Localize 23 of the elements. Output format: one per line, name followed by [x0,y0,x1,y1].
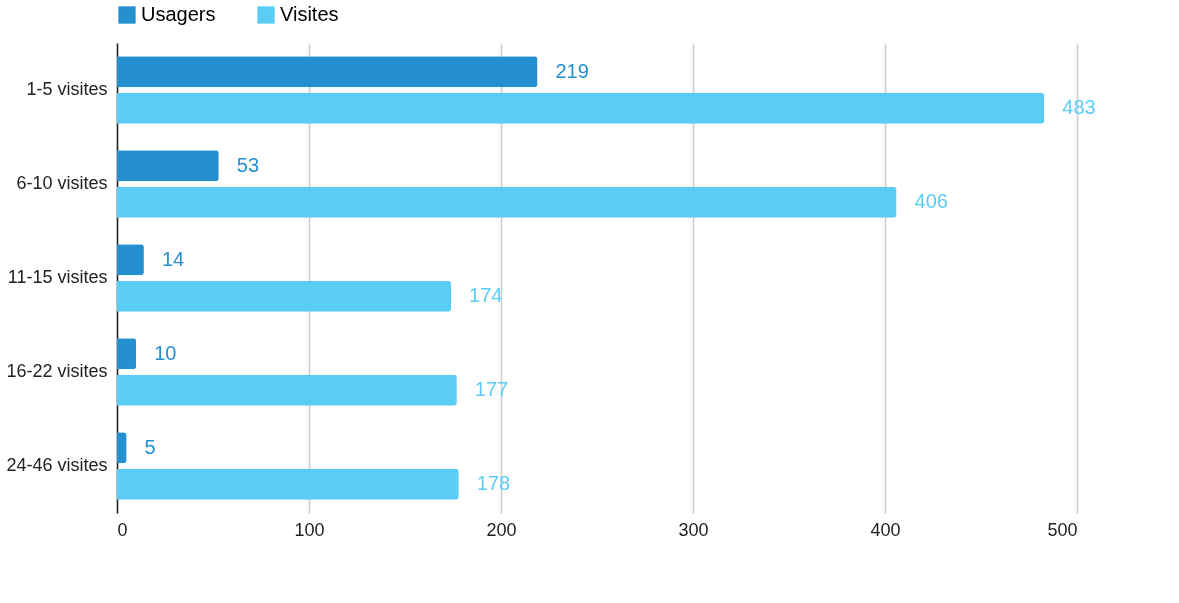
x-tick-label: 300 [678,519,709,540]
data-label: 53 [236,153,260,176]
x-tick-label: 100 [294,519,325,540]
legend-label: Usagers [141,3,216,25]
data-label: 178 [476,472,511,495]
y-tick-label: 16-22 visites [6,361,108,381]
data-label: 406 [914,190,948,213]
x-tick-label: 500 [1047,519,1078,540]
data-label: 174 [469,284,503,307]
x-tick-label: 400 [870,519,901,540]
legend-label: Visites [280,3,339,25]
y-tick-label: 6-10 visites [16,173,108,193]
y-tick-label: 24-46 visites [6,455,108,475]
x-tick-label: 0 [117,519,128,540]
data-label: 10 [154,341,177,364]
data-label: 483 [1062,96,1096,119]
y-tick-label: 11-15 visites [7,267,108,287]
data-label: 14 [161,247,185,270]
x-tick-label: 200 [486,519,517,540]
data-label: 5 [144,435,156,458]
data-label: 177 [474,378,509,401]
data-label: 219 [555,59,589,82]
y-tick-label: 1-5 visites [26,79,108,99]
